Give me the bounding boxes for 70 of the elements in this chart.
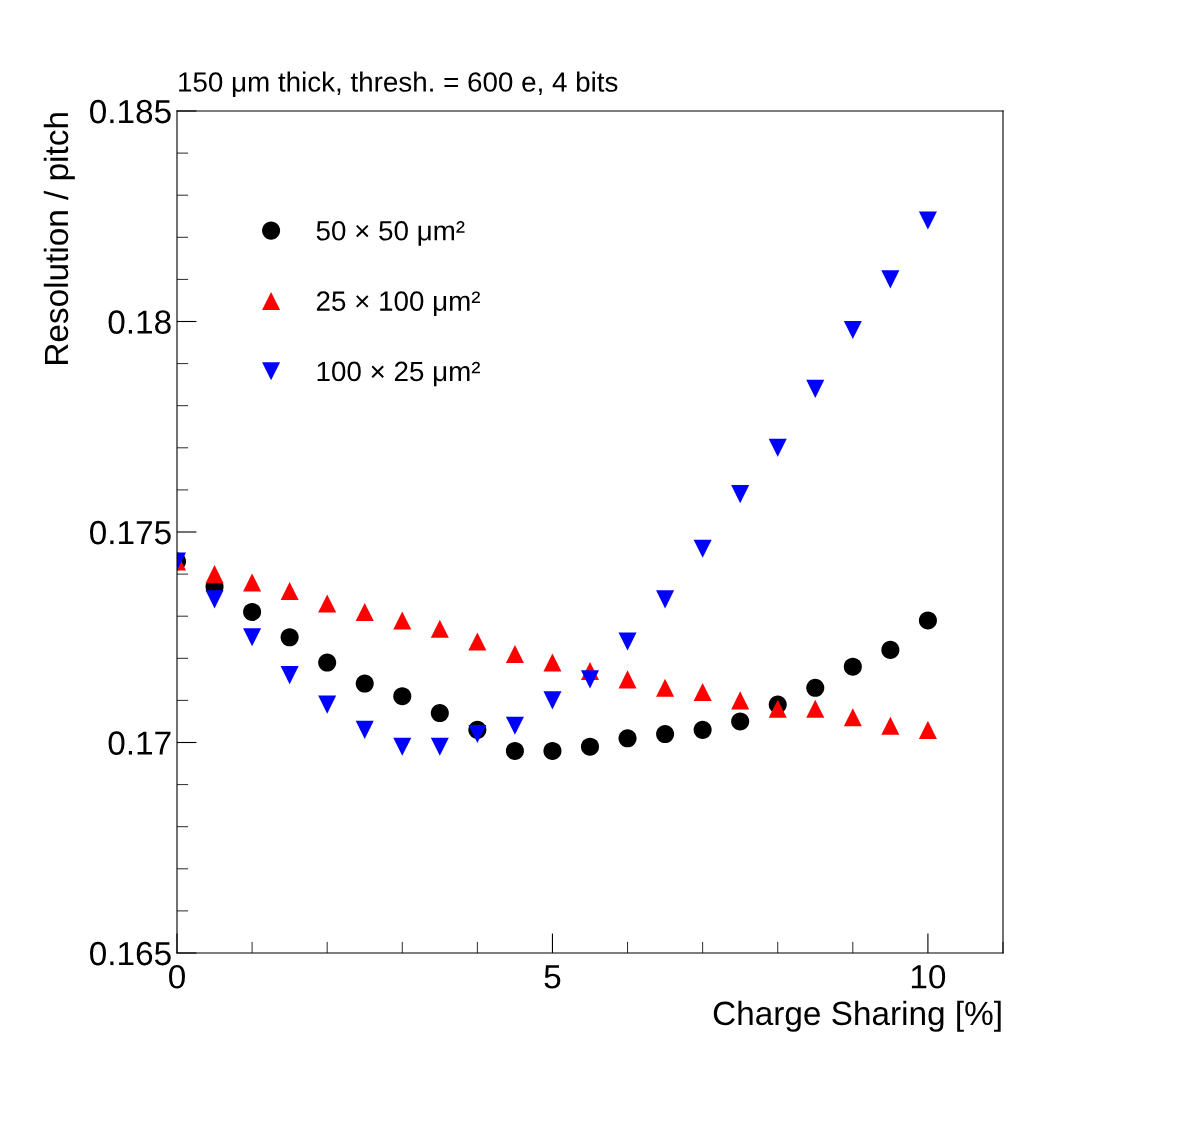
point [355, 720, 374, 739]
point [543, 691, 562, 710]
point [318, 695, 337, 714]
point [393, 737, 412, 756]
point [393, 687, 412, 706]
point [806, 379, 825, 398]
point [843, 320, 862, 339]
y-tick-label: 0.165 [90, 941, 171, 966]
point [618, 632, 637, 651]
x-tick-label: 10 [911, 964, 946, 989]
point [505, 741, 524, 760]
point [881, 640, 900, 659]
y-tick-label: 0.18 [108, 310, 171, 334]
point [280, 581, 299, 600]
point [243, 628, 262, 647]
point [731, 691, 750, 710]
point [205, 590, 224, 609]
point [580, 670, 600, 689]
point [881, 270, 900, 289]
point [768, 438, 787, 457]
point [468, 725, 487, 744]
point [843, 657, 862, 676]
point [393, 611, 412, 630]
point [543, 741, 562, 760]
point [430, 704, 449, 723]
point [205, 565, 224, 584]
point [656, 678, 675, 697]
legend-label: 50 × 50 μm² [316, 220, 465, 246]
point [618, 729, 637, 748]
point [693, 539, 712, 558]
point [318, 653, 337, 672]
point [505, 645, 524, 664]
y-tick-label: 0.17 [108, 731, 171, 755]
point [656, 725, 675, 744]
x-axis-title: Charge Sharing [%] [713, 1000, 1001, 1032]
point [318, 594, 337, 613]
point [768, 699, 787, 718]
point [918, 720, 937, 739]
point [806, 678, 825, 697]
legend-label: 100 × 25 μm² [317, 361, 480, 387]
point [430, 619, 449, 638]
point [693, 682, 712, 702]
x-tick-label: 5 [544, 965, 561, 989]
point [580, 737, 600, 756]
point [731, 485, 750, 504]
point [918, 611, 937, 630]
point [243, 602, 262, 622]
chart-title: 150 μm thick, thresh. = 600 e, 4 bits [179, 71, 618, 97]
point [430, 737, 449, 756]
point [280, 666, 299, 685]
point [243, 573, 262, 592]
point [505, 716, 524, 735]
point [843, 708, 862, 727]
point [918, 211, 937, 230]
point [280, 628, 299, 647]
y-tick-label: 0.185 [90, 99, 171, 124]
point [543, 653, 562, 672]
point [806, 699, 825, 718]
point [355, 602, 374, 622]
y-tick-label: 0.175 [90, 520, 171, 545]
point [656, 590, 675, 609]
point [731, 712, 750, 731]
point [693, 720, 712, 739]
point [881, 716, 900, 735]
point [355, 674, 374, 693]
y-axis-title: Resolution / pitch [43, 113, 75, 364]
point [618, 670, 637, 689]
legend-label: 25 × 100 μm² [316, 291, 480, 316]
point [468, 632, 487, 651]
x-tick-label: 0 [169, 964, 185, 989]
